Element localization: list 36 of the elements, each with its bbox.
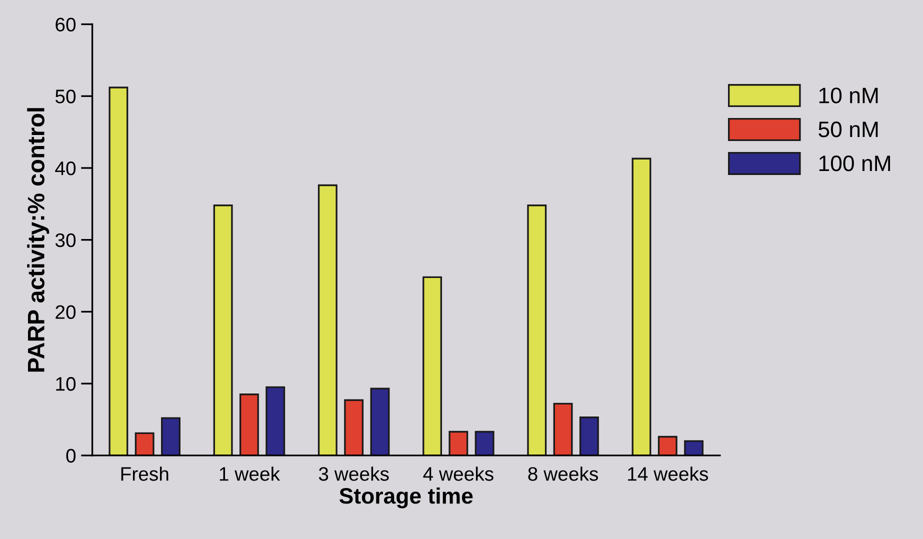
bar bbox=[239, 394, 259, 456]
x-tick-label: 1 week bbox=[220, 466, 280, 481]
bar bbox=[213, 204, 233, 456]
bar bbox=[632, 158, 652, 456]
bar bbox=[266, 386, 286, 456]
legend-label: 100 nM bbox=[819, 155, 890, 172]
bar bbox=[553, 402, 573, 456]
bar bbox=[658, 436, 678, 456]
y-tick-label: 20 bbox=[56, 305, 76, 319]
y-tick-label: 40 bbox=[55, 161, 76, 176]
y-axis-title: PARP activity:% control bbox=[27, 108, 50, 372]
bar bbox=[161, 417, 180, 456]
legend-label: 50 nM bbox=[818, 122, 878, 138]
x-tick-label: 3 weeks bbox=[318, 466, 389, 481]
legend-label: 10 nM bbox=[819, 88, 878, 104]
x-tick-label: 4 weeks bbox=[423, 466, 494, 481]
y-tick-label: 50 bbox=[55, 90, 76, 104]
bar bbox=[344, 399, 364, 456]
bar bbox=[318, 184, 338, 456]
x-axis-title: Storage time bbox=[339, 487, 473, 508]
x-tick-label: 14 weeks bbox=[628, 466, 708, 481]
bar bbox=[370, 388, 390, 456]
bar bbox=[422, 276, 442, 456]
y-tick-label: 60 bbox=[56, 18, 76, 32]
bar bbox=[108, 86, 128, 456]
bar bbox=[527, 204, 547, 456]
bar bbox=[474, 430, 494, 456]
bar bbox=[448, 430, 468, 456]
x-tick-label: Fresh bbox=[121, 466, 168, 481]
x-tick-label: 8 weeks bbox=[528, 466, 598, 481]
bar bbox=[684, 440, 704, 456]
y-tick-label: 10 bbox=[56, 377, 76, 391]
bar bbox=[134, 432, 154, 456]
y-tick-label: 0 bbox=[66, 448, 76, 463]
bar bbox=[579, 416, 599, 456]
y-tick-label: 30 bbox=[55, 233, 76, 248]
